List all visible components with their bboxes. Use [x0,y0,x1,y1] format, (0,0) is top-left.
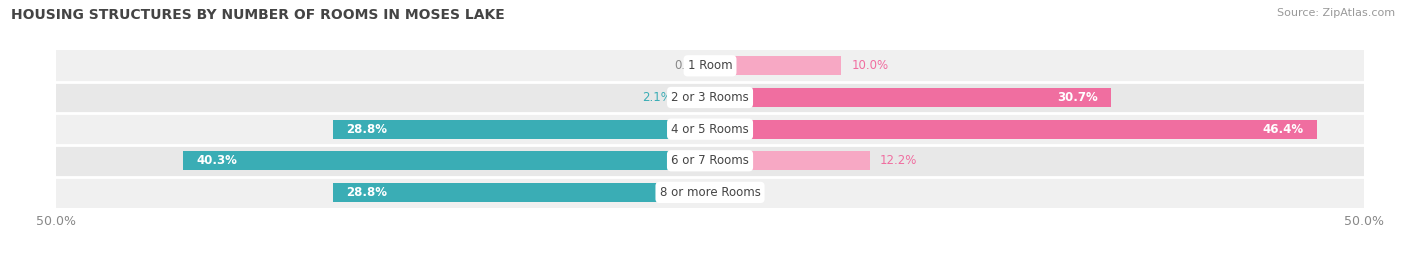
Bar [710,151,869,170]
Text: HOUSING STRUCTURES BY NUMBER OF ROOMS IN MOSES LAKE: HOUSING STRUCTURES BY NUMBER OF ROOMS IN… [11,8,505,22]
Bar [183,151,710,170]
Bar [56,113,1364,145]
Bar [710,56,841,75]
Bar [710,183,720,202]
Text: 8 or more Rooms: 8 or more Rooms [659,186,761,199]
Bar [56,50,1364,82]
Bar [710,88,1112,107]
Text: 12.2%: 12.2% [880,154,917,167]
Bar [56,176,1364,208]
Bar [333,120,710,139]
Text: Source: ZipAtlas.com: Source: ZipAtlas.com [1277,8,1395,18]
Bar [710,120,1317,139]
Text: 46.4%: 46.4% [1263,123,1303,136]
Text: 28.8%: 28.8% [346,186,388,199]
Text: 4 or 5 Rooms: 4 or 5 Rooms [671,123,749,136]
Text: 1 Room: 1 Room [688,59,733,72]
Text: 0.8%: 0.8% [731,186,761,199]
Bar [682,88,710,107]
Bar [333,183,710,202]
Text: 6 or 7 Rooms: 6 or 7 Rooms [671,154,749,167]
Bar [56,145,1364,176]
Bar [56,82,1364,113]
Text: 2 or 3 Rooms: 2 or 3 Rooms [671,91,749,104]
Text: 10.0%: 10.0% [851,59,889,72]
Text: 2.1%: 2.1% [643,91,672,104]
Text: 30.7%: 30.7% [1057,91,1098,104]
Text: 0.0%: 0.0% [673,59,703,72]
Text: 28.8%: 28.8% [346,123,388,136]
Text: 40.3%: 40.3% [197,154,238,167]
